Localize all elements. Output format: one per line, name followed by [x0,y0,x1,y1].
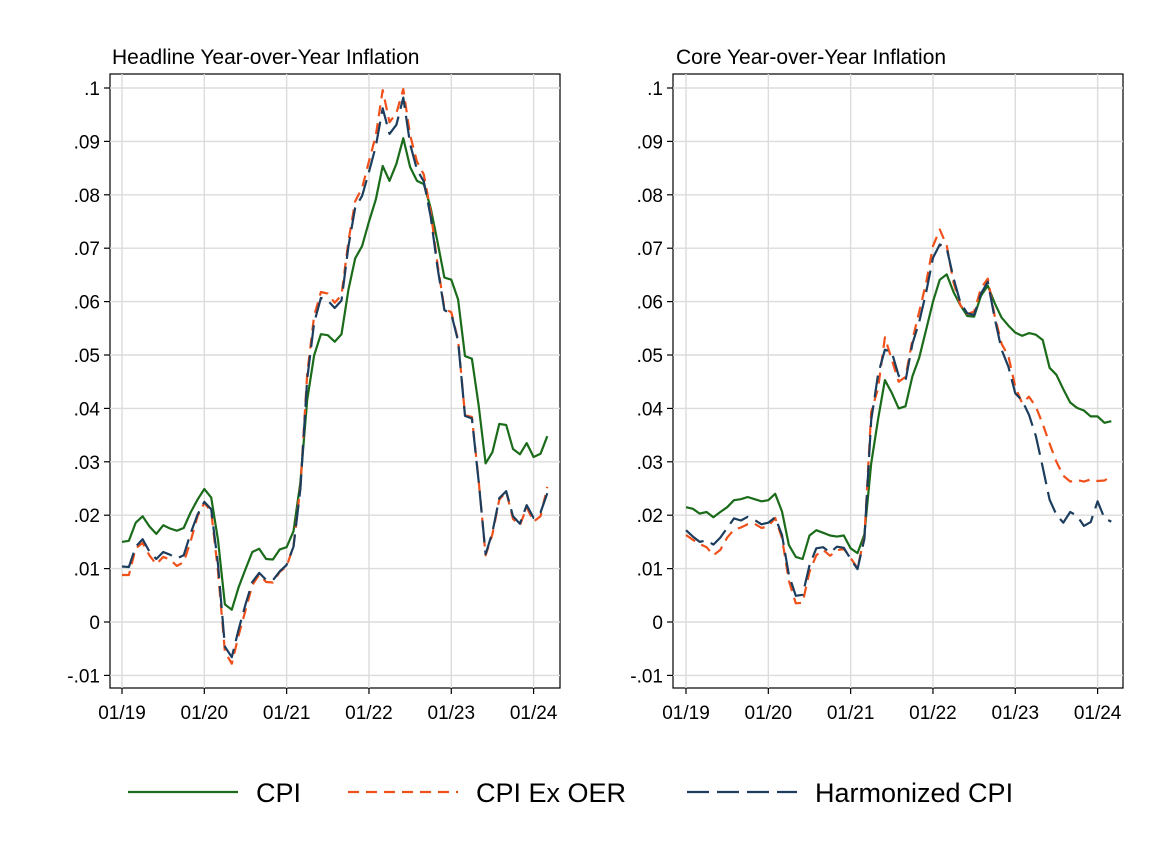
headline-y-tick-label: .09 [74,132,100,153]
headline-series [121,87,549,665]
core-y-tick-label: .1 [647,79,663,100]
core-series [685,228,1112,605]
headline-panel-title: Headline Year-over-Year Inflation [112,46,419,69]
core-y-tick-label: .03 [637,453,663,474]
headline-y-tick-label: .05 [74,346,100,367]
core-series-cpi-ex-oer [685,228,1112,605]
legend-label-cpi-ex-oer: CPI Ex OER [476,778,626,808]
headline-inflation-panel: Headline Year-over-Year Inflation -.01 0.… [67,46,561,724]
legend-label-harmonized-cpi: Harmonized CPI [815,778,1013,808]
core-y-tick-label: .01 [637,560,663,581]
core-y-axis: -.01 0 .01 .02 .03 .04 .05 .06 .07 .08 .09 .1 [630,79,673,687]
headline-plot-frame [109,73,561,689]
headline-x-axis: 01/19 01/20 01/21 01/22 01/23 01/24 [98,688,558,724]
headline-x-tick-label: 01/22 [345,703,393,724]
core-series-harmonized-cpi [685,243,1112,597]
headline-y-tick-label: .08 [74,186,100,207]
core-x-tick-label: 01/21 [827,703,875,724]
core-panel-title: Core Year-over-Year Inflation [676,46,946,69]
core-x-tick-label: 01/19 [662,703,710,724]
headline-x-tick-label: 01/24 [510,703,558,724]
headline-y-tick-label: .07 [74,239,100,260]
core-x-tick-label: 01/22 [909,703,957,724]
core-y-tick-label: 0 [652,613,663,634]
headline-x-tick-label: 01/19 [98,703,146,724]
core-y-tick-label: .08 [637,186,663,207]
core-gridlines [673,74,1123,688]
core-y-tick-label: .02 [637,506,663,527]
headline-y-tick-label: .04 [74,399,101,420]
legend-label-cpi: CPI [256,778,301,808]
core-y-tick-label: .07 [637,239,663,260]
headline-y-tick-label: .1 [84,79,100,100]
headline-series-cpi [121,137,549,611]
legend-item-cpi: CPI [128,778,301,808]
headline-x-tick-label: 01/20 [181,703,229,724]
core-x-tick-label: 01/23 [992,703,1040,724]
headline-y-tick-label: -.01 [67,666,100,687]
headline-y-tick-label: .02 [74,506,100,527]
headline-y-tick-label: 0 [89,613,100,634]
core-x-tick-label: 01/24 [1074,703,1122,724]
core-y-tick-label: -.01 [630,666,663,687]
core-x-axis: 01/19 01/20 01/21 01/22 01/23 01/24 [662,688,1122,724]
core-inflation-panel: Core Year-over-Year Inflation -.01 0 .01 .0… [630,46,1124,724]
headline-y-axis: -.01 0 .01 .02 .03 .04 .05 .06 .07 .08 .09 .1 [67,79,110,687]
core-series-cpi [685,273,1112,561]
core-y-tick-label: .04 [637,399,664,420]
core-x-tick-label: 01/20 [745,703,793,724]
headline-y-tick-label: .06 [74,293,100,314]
headline-series-harmonized-cpi [121,96,549,659]
core-y-tick-label: .05 [637,346,663,367]
headline-x-tick-label: 01/23 [428,703,476,724]
core-y-tick-label: .06 [637,293,663,314]
core-plot-frame [672,73,1124,689]
legend-item-cpi-ex-oer: CPI Ex OER [348,778,626,808]
legend: CPI CPI Ex OER Harmonized CPI [128,778,1013,808]
legend-item-harmonized-cpi: Harmonized CPI [687,778,1013,808]
headline-y-tick-label: .01 [74,560,100,581]
headline-y-tick-label: .03 [74,453,100,474]
headline-series-cpi-ex-oer [122,87,549,665]
headline-x-tick-label: 01/21 [263,703,311,724]
core-y-tick-label: .09 [637,132,663,153]
